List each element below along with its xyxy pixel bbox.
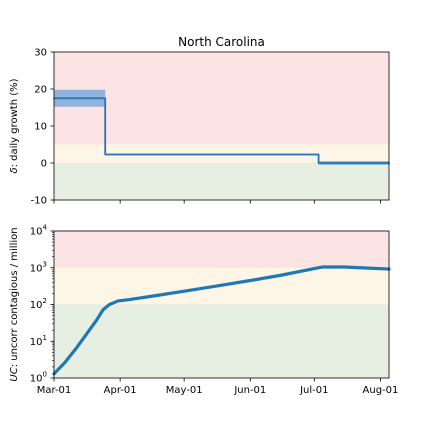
growth-y-tick-label: 20 — [34, 85, 47, 96]
growth-panel-y-axis-label: δ: daily growth (%) — [9, 78, 20, 173]
contagious-panel-y-axis: 100 101 102 103 104 — [30, 224, 54, 385]
contagious-x-tick-label: Jun-01 — [233, 385, 266, 396]
growth-panel-y-axis-label-text: : daily growth (%) — [9, 78, 20, 167]
contagious-panel-y-axis-label-symbol: UC — [9, 367, 20, 381]
growth-confidence-band — [54, 89, 389, 165]
contagious-series-line — [52, 265, 391, 376]
contagious-x-tick-label: May-01 — [166, 385, 203, 396]
contagious-panel-x-axis: Mar-01 Apr-01 May-01 Jun-01 Jul-01 Aug-01 — [37, 378, 399, 396]
growth-y-tick-label: 0 — [41, 159, 47, 170]
chart-title: North Carolina — [178, 35, 265, 49]
contagious-y-tick-label: 104 — [30, 224, 48, 238]
growth-y-tick-label: 10 — [34, 122, 47, 133]
contagious-y-tick-label: 102 — [30, 297, 47, 311]
growth-panel-risk-bands — [54, 52, 389, 200]
contagious-x-tick-label: Jul-01 — [299, 385, 328, 396]
contagious-x-tick-label: Mar-01 — [37, 385, 72, 396]
growth-panel-y-axis-label-symbol: δ — [9, 167, 20, 173]
contagious-band-0 — [54, 304, 389, 378]
growth-band-0 — [54, 163, 389, 200]
contagious-x-tick-label: Apr-01 — [104, 385, 137, 396]
growth-y-tick-label: -10 — [31, 196, 47, 207]
contagious-panel-y-axis-label: UC: uncorr contagious / million — [9, 227, 20, 381]
contagious-y-tick-label: 103 — [30, 260, 47, 274]
growth-panel-plot-area — [53, 89, 390, 165]
growth-panel: -10 0 10 20 30 North Carolina δ: daily growt… — [9, 35, 390, 207]
growth-panel-x-axis — [53, 200, 381, 204]
growth-panel-y-axis: -10 0 10 20 30 — [31, 48, 54, 207]
growth-y-tick-label: 30 — [34, 48, 47, 59]
growth-band-2 — [54, 52, 389, 145]
contagious-band-2 — [54, 231, 389, 268]
contagious-panel-risk-bands — [54, 231, 389, 378]
contagious-x-tick-label: Aug-01 — [363, 385, 399, 396]
contagious-y-tick-label: 100 — [30, 371, 47, 385]
contagious-panel-y-axis-label-text: : uncorr contagious / million — [9, 227, 20, 367]
contagious-panel: 100 101 102 103 104 Mar-01 Apr-01 May-01 Jun-01… — [9, 224, 398, 397]
contagious-y-tick-label: 101 — [30, 334, 47, 348]
contagious-panel-plot-area — [52, 265, 391, 376]
growth-series-line — [53, 97, 390, 164]
